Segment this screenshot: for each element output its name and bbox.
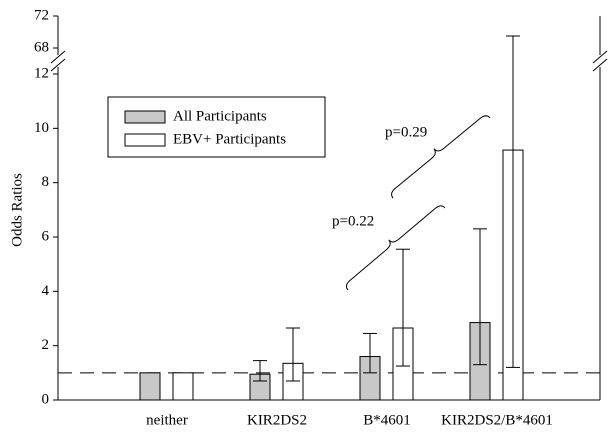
- brace: [345, 205, 446, 291]
- y-tick-label: 2: [42, 337, 50, 353]
- x-tick-label: KIR2DS2: [247, 412, 307, 428]
- axis-break: [592, 50, 608, 64]
- y-tick-label: 8: [42, 174, 50, 190]
- legend-label: All Participants: [173, 108, 267, 124]
- annotation: p=0.29: [385, 124, 427, 140]
- annotation: p=0.22: [332, 213, 374, 229]
- y-tick-label: 72: [34, 7, 49, 23]
- bar: [139, 372, 161, 401]
- axis-break: [50, 50, 66, 64]
- x-tick-label: B*4601: [363, 412, 411, 428]
- y-tick-label: 12: [34, 65, 49, 81]
- x-tick-label: neither: [146, 412, 188, 428]
- legend-swatch: [124, 110, 166, 124]
- y-tick-label: 0: [42, 391, 50, 407]
- legend-box: [107, 96, 326, 158]
- x-tick-label: KIR2DS2/B*4601: [441, 412, 553, 428]
- legend-label: EBV+ Participants: [173, 131, 286, 147]
- axis-break: [50, 58, 66, 72]
- axis-break: [592, 58, 608, 72]
- y-tick-label: 10: [34, 120, 49, 136]
- y-axis-label: Odds Ratios: [9, 173, 25, 247]
- brace: [391, 115, 491, 199]
- y-tick-label: 4: [42, 283, 50, 299]
- y-tick-label: 68: [34, 39, 49, 55]
- legend-swatch: [124, 133, 166, 147]
- bar: [172, 372, 194, 401]
- y-tick-label: 6: [42, 228, 50, 244]
